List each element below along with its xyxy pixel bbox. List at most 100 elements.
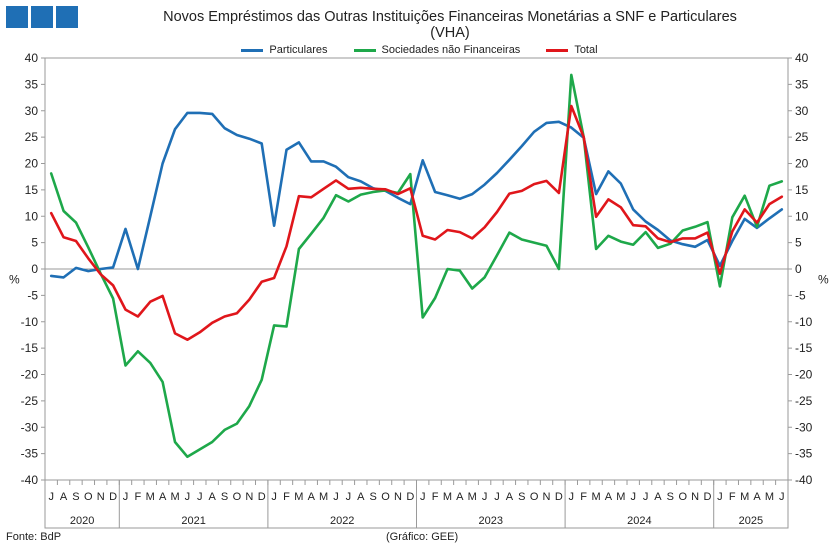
month-label: J — [420, 491, 426, 503]
legend-item-particulares: Particulares — [241, 44, 328, 56]
month-label: D — [555, 491, 563, 503]
y-tick-label-right: 30 — [795, 104, 809, 118]
logo-square — [6, 6, 28, 28]
month-label: J — [779, 491, 785, 503]
month-label: J — [123, 491, 129, 503]
month-label: O — [678, 491, 687, 503]
month-label: S — [72, 491, 79, 503]
month-label: J — [346, 491, 352, 503]
month-label: N — [691, 491, 699, 503]
month-label: F — [432, 491, 439, 503]
y-tick-label-left: 30 — [25, 104, 39, 118]
month-label: M — [616, 491, 625, 503]
chart-subtitle: (VHA) — [430, 25, 470, 41]
legend-swatch-total — [546, 48, 569, 52]
y-tick-label-right: -5 — [795, 288, 806, 302]
month-label: O — [84, 491, 93, 503]
y-tick-label-left: -20 — [21, 368, 39, 382]
y-tick-label-right: 10 — [795, 209, 809, 223]
y-tick-label-right: 15 — [795, 183, 809, 197]
logo-square — [56, 6, 78, 28]
month-label: J — [48, 491, 54, 503]
year-label: 2025 — [739, 515, 763, 527]
y-tick-label-right: -40 — [795, 473, 813, 487]
y-tick-label-left: -25 — [21, 394, 39, 408]
month-label: A — [209, 491, 217, 503]
series-group — [49, 73, 784, 459]
month-label: J — [482, 491, 488, 503]
month-label: J — [569, 491, 575, 503]
month-label: N — [245, 491, 253, 503]
y-tick-label-right: -25 — [795, 394, 813, 408]
month-label: M — [765, 491, 774, 503]
month-label: M — [591, 491, 600, 503]
y-tick-label-left: 20 — [25, 157, 39, 171]
year-label: 2022 — [330, 515, 354, 527]
month-label: S — [221, 491, 228, 503]
month-label: O — [381, 491, 390, 503]
y-tick-label-right: -10 — [795, 315, 813, 329]
y-tick-label-left: -15 — [21, 341, 39, 355]
month-label: A — [605, 491, 613, 503]
month-label: A — [357, 491, 365, 503]
month-label: J — [197, 491, 203, 503]
month-label: F — [729, 491, 736, 503]
legend-label-particulares: Particulares — [269, 44, 328, 56]
legend-label-snf: Sociedades não Financeiras — [381, 44, 521, 56]
month-label: O — [530, 491, 539, 503]
month-label: J — [494, 491, 500, 503]
y-tick-label-left: -30 — [21, 420, 39, 434]
y-tick-label-left: 40 — [25, 51, 39, 65]
y-tick-label-right: -35 — [795, 447, 813, 461]
month-label: S — [369, 491, 376, 503]
legend-item-snf: Sociedades não Financeiras — [353, 44, 521, 56]
y-tick-label-left: 35 — [25, 77, 39, 91]
year-label: 2020 — [70, 515, 94, 527]
month-label: M — [468, 491, 477, 503]
y-tick-label-left: 0 — [31, 262, 38, 276]
y-tick-label-right: -20 — [795, 368, 813, 382]
credit-note: (Gráfico: GEE) — [386, 531, 459, 543]
y-tick-label-right: -15 — [795, 341, 813, 355]
month-label: J — [717, 491, 723, 503]
month-label: J — [630, 491, 636, 503]
year-label: 2024 — [627, 515, 651, 527]
month-label: S — [667, 491, 674, 503]
month-label: J — [271, 491, 277, 503]
month-label: O — [233, 491, 242, 503]
y-tick-label-left: 15 — [25, 183, 39, 197]
month-label: M — [740, 491, 749, 503]
month-label: M — [319, 491, 328, 503]
y-tick-label-right: 40 — [795, 51, 809, 65]
logo — [6, 6, 78, 28]
month-label: N — [543, 491, 551, 503]
month-label: F — [580, 491, 587, 503]
month-label: D — [109, 491, 117, 503]
month-label: J — [185, 491, 191, 503]
month-label: A — [654, 491, 662, 503]
month-label: M — [443, 491, 452, 503]
month-label: S — [518, 491, 525, 503]
source-note: Fonte: BdP — [6, 531, 62, 543]
month-label: D — [258, 491, 266, 503]
y-tick-label-right: 5 — [795, 236, 802, 250]
month-label: N — [394, 491, 402, 503]
y-tick-label-left: -40 — [21, 473, 39, 487]
month-label: J — [333, 491, 339, 503]
month-label: M — [170, 491, 179, 503]
y-tick-label-left: 25 — [25, 130, 39, 144]
y-tick-label-left: -10 — [21, 315, 39, 329]
series-line-sociedades-n-o-financeiras — [49, 73, 784, 459]
y-tick-label-left: 10 — [25, 209, 39, 223]
plot-frame — [44, 57, 789, 529]
legend-label-total: Total — [574, 44, 598, 56]
axes: -40 -40 -35 -35 -30 -30 -25 -25 -20 -20 -15 -15 -10 -… — [9, 51, 829, 529]
series-line-particulares — [49, 111, 784, 279]
month-label: N — [97, 491, 105, 503]
chart-title: Novos Empréstimos das Outras Instituiçõe… — [163, 9, 737, 25]
y-tick-label-right: 20 — [795, 157, 809, 171]
month-label: M — [146, 491, 155, 503]
month-label: J — [643, 491, 649, 503]
month-label: A — [506, 491, 514, 503]
